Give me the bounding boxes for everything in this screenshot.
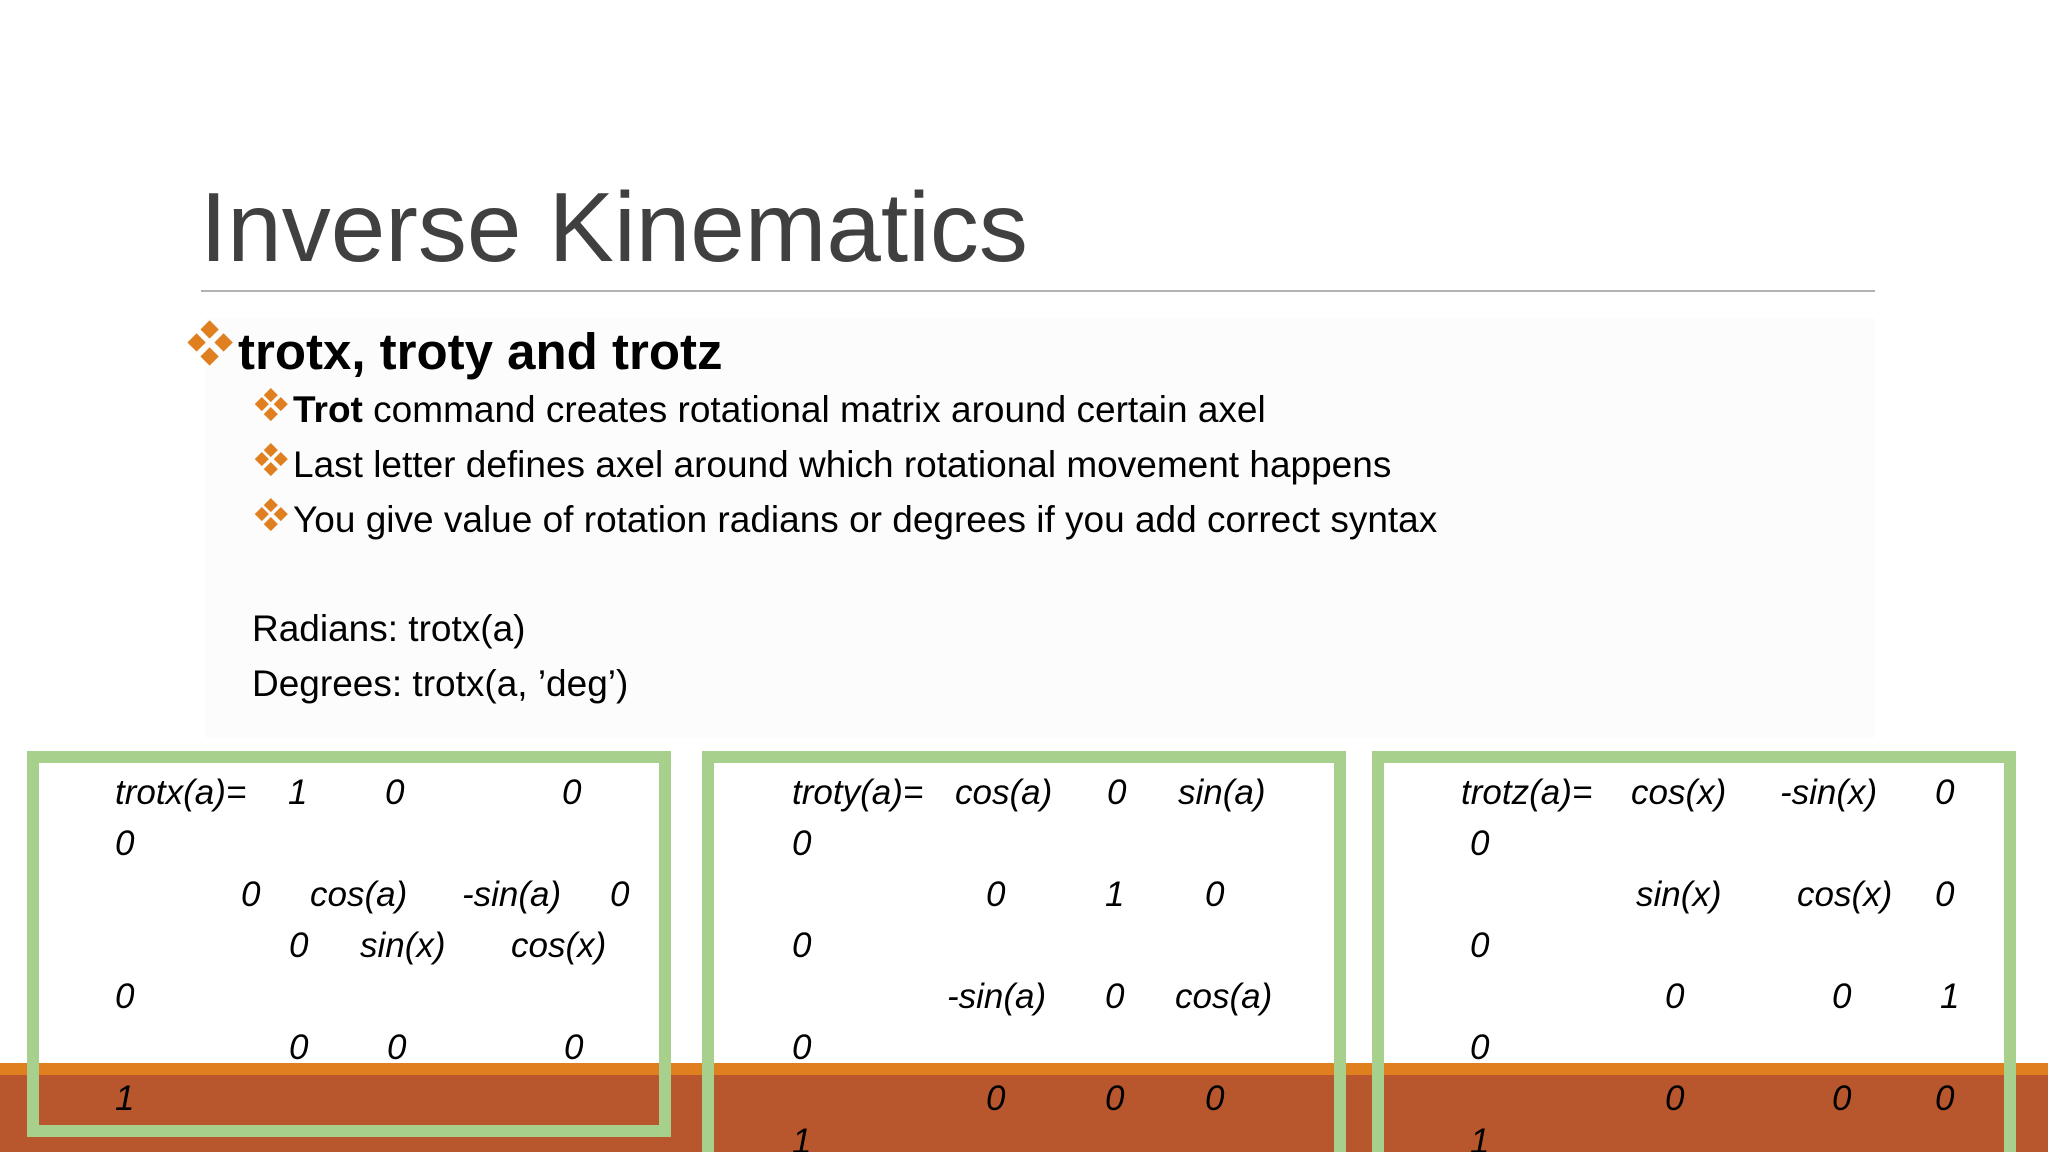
bullet-text: You give value of rotation radians or de… <box>293 499 1438 540</box>
matrix-cell: 1 <box>792 1122 812 1152</box>
matrix-cell: cos(a) <box>955 773 1053 812</box>
matrix-cell: 0 <box>115 977 135 1016</box>
matrix-cell: 1 <box>1940 977 1960 1016</box>
matrix-cell: 0 <box>792 824 812 863</box>
matrix-cell: -sin(a) <box>947 977 1047 1016</box>
matrix-cell: 1 <box>1470 1122 1490 1152</box>
content-background <box>205 318 1875 738</box>
four-diamond-bullet-icon <box>254 497 288 531</box>
matrix-cell: cos(a) <box>310 875 408 914</box>
matrix-label: trotz(a)= <box>1461 773 1593 812</box>
footer-band <box>0 1075 2048 1152</box>
matrix-cell: 0 <box>1205 1079 1225 1118</box>
trotz-matrix-box <box>1372 751 2016 1152</box>
slide-title: Inverse Kinematics <box>200 172 1028 282</box>
four-diamond-bullet-icon <box>254 387 288 421</box>
matrix-cell: 0 <box>387 1028 407 1067</box>
matrix-cell: 0 <box>1105 1079 1125 1118</box>
matrix-cell: 1 <box>115 1079 135 1118</box>
matrix-cell: 0 <box>1470 926 1490 965</box>
matrix-cell: 0 <box>564 1028 584 1067</box>
matrix-cell: 0 <box>289 926 309 965</box>
bullet-text: command creates rotational matrix around… <box>362 389 1266 430</box>
bullet-bold-text: Trot <box>293 389 363 430</box>
four-diamond-bullet-icon <box>254 442 288 476</box>
matrix-cell: 0 <box>385 773 405 812</box>
matrix-cell: sin(a) <box>1178 773 1266 812</box>
matrix-cell: 0 <box>1665 1079 1685 1118</box>
matrix-cell: cos(x) <box>1631 773 1727 812</box>
matrix-cell: 1 <box>288 773 308 812</box>
heading-bullet: trotx, troty and trotz <box>187 320 723 384</box>
radians-syntax: Radians: trotx(a) <box>252 608 526 649</box>
title-divider <box>201 290 1875 292</box>
matrix-cell: 0 <box>792 926 812 965</box>
bullet-item: Last letter defines axel around which ro… <box>254 440 1392 490</box>
matrix-cell: 0 <box>986 1079 1006 1118</box>
matrix-cell: 0 <box>610 875 630 914</box>
matrix-cell: 0 <box>986 875 1006 914</box>
four-diamond-bullet-icon <box>187 320 233 366</box>
footer-accent-bar <box>0 1063 2048 1075</box>
matrix-cell: 0 <box>562 773 582 812</box>
matrix-cell: 0 <box>1832 977 1852 1016</box>
matrix-cell: 0 <box>115 824 135 863</box>
matrix-cell: -sin(x) <box>1780 773 1878 812</box>
matrix-cell: 0 <box>1935 1079 1955 1118</box>
matrix-cell: cos(x) <box>511 926 607 965</box>
bullet-item: You give value of rotation radians or de… <box>254 495 1438 545</box>
bullet-text: Last letter defines axel around which ro… <box>293 444 1392 485</box>
heading-text: trotx, troty and trotz <box>238 323 723 380</box>
matrix-cell: 0 <box>1107 773 1127 812</box>
matrix-cell: 0 <box>1105 977 1125 1016</box>
matrix-cell: 0 <box>1665 977 1685 1016</box>
matrix-cell: 0 <box>241 875 261 914</box>
matrix-cell: 0 <box>792 1028 812 1067</box>
matrix-cell: cos(a) <box>1175 977 1273 1016</box>
matrix-cell: 0 <box>289 1028 309 1067</box>
matrix-cell: 0 <box>1935 875 1955 914</box>
matrix-cell: sin(x) <box>1636 875 1722 914</box>
degrees-syntax: Degrees: trotx(a, ’deg’) <box>252 663 629 704</box>
matrix-cell: -sin(a) <box>462 875 562 914</box>
troty-matrix-box <box>702 751 1346 1152</box>
matrix-cell: 1 <box>1105 875 1125 914</box>
matrix-cell: 0 <box>1470 824 1490 863</box>
matrix-cell: 0 <box>1832 1079 1852 1118</box>
bullet-item: Trot command creates rotational matrix a… <box>254 385 1266 435</box>
matrix-cell: cos(x) <box>1797 875 1893 914</box>
trotx-matrix-box <box>27 751 671 1137</box>
matrix-cell: sin(x) <box>360 926 446 965</box>
matrix-cell: 0 <box>1470 1028 1490 1067</box>
matrix-cell: 0 <box>1205 875 1225 914</box>
matrix-cell: 0 <box>1935 773 1955 812</box>
matrix-label: trotx(a)= <box>115 773 247 812</box>
matrix-label: troty(a)= <box>792 773 924 812</box>
